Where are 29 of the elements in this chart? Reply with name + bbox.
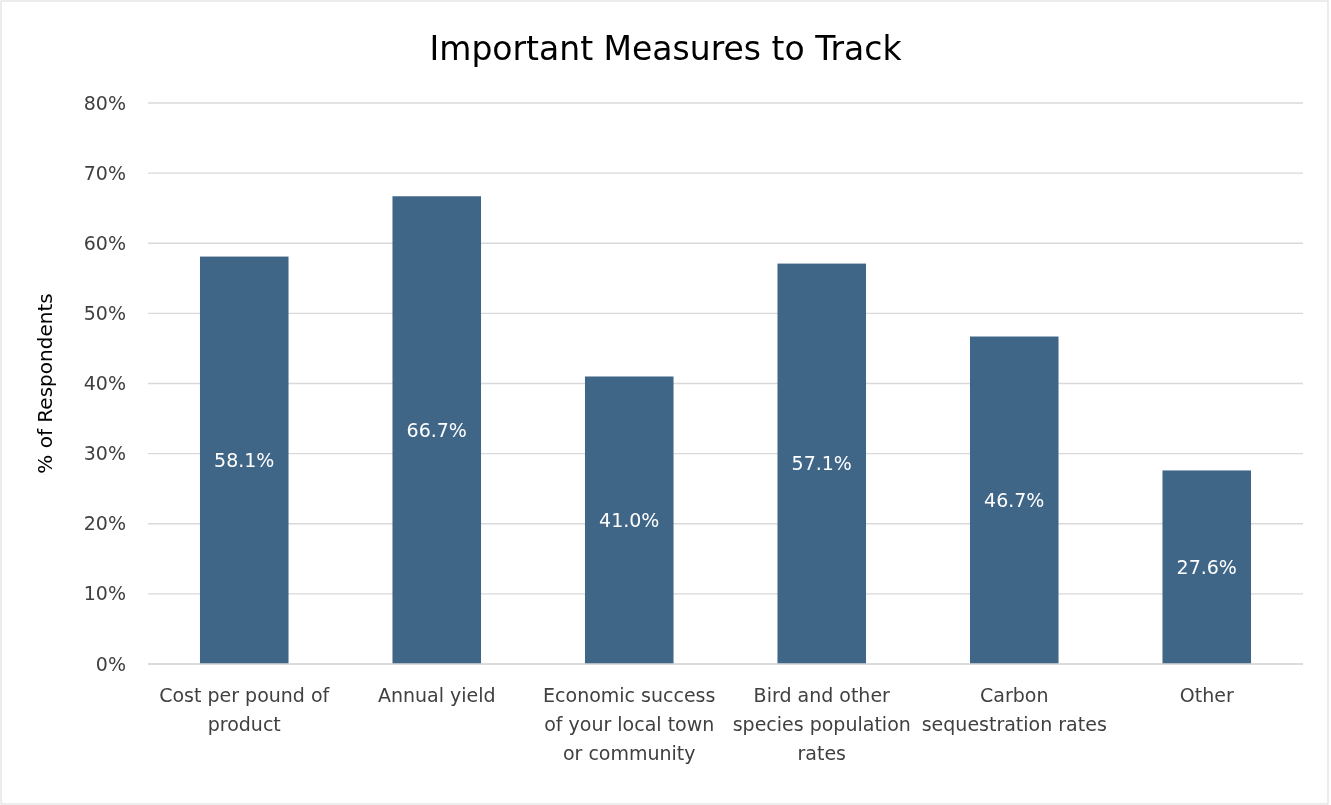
y-tick-label: 80% (83, 91, 126, 114)
x-tick-label: Economic success of your local town or community (543, 684, 716, 764)
data-label: 41.0% (599, 508, 660, 531)
y-tick-label: 70% (83, 161, 126, 184)
y-tick-label: 40% (83, 372, 126, 395)
data-label: 27.6% (1176, 555, 1237, 578)
chart-title: Important Measures to Track (429, 29, 903, 68)
data-label: 57.1% (791, 452, 852, 475)
x-tick-label: Annual yield (377, 684, 496, 706)
x-tick-label: Other (1179, 684, 1234, 706)
y-tick-label: 20% (83, 512, 126, 535)
data-label: 46.7% (984, 488, 1045, 511)
x-tick-label: Cost per pound of product (159, 684, 331, 735)
bar (1162, 470, 1252, 664)
bar (777, 263, 867, 664)
data-label: 58.1% (214, 448, 275, 471)
y-tick-label: 10% (83, 582, 126, 605)
y-tick-label: 60% (83, 231, 126, 254)
x-tick-label: Carbon sequestration rates (921, 684, 1107, 735)
bar (199, 256, 289, 664)
x-tick-label: Bird and other species population rates (732, 684, 911, 764)
y-tick-label: 30% (83, 442, 126, 465)
bar (392, 196, 482, 664)
y-tick-label: 0% (95, 652, 126, 675)
y-tick-label: 50% (83, 301, 126, 324)
bar (969, 336, 1059, 664)
y-axis-title: % of Respondents (33, 293, 57, 474)
bar (584, 376, 674, 664)
data-label: 66.7% (406, 418, 467, 441)
